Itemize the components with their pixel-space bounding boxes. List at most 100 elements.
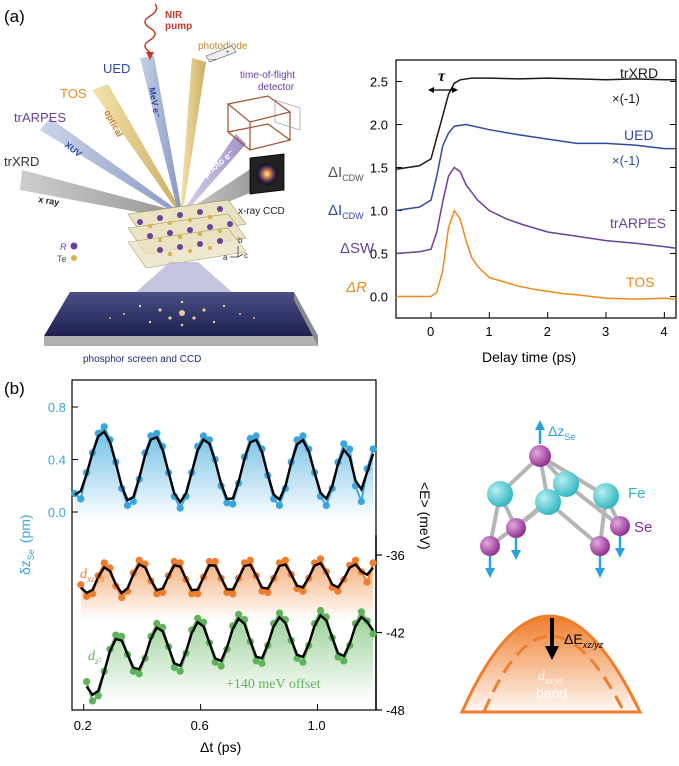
data-point — [229, 500, 237, 508]
fese-structure: ΔzSe Fe Se — [480, 420, 652, 578]
fe-atom — [553, 471, 579, 497]
data-point — [83, 592, 91, 600]
data-point — [264, 588, 272, 597]
data-point — [83, 678, 91, 686]
data-point — [118, 632, 126, 641]
data-point — [153, 429, 161, 437]
photodiode-label: photodiode — [198, 41, 248, 52]
band-d-label: dxz/yz — [538, 669, 563, 686]
series-annotation: ×(-1) — [612, 153, 640, 168]
data-point — [299, 432, 307, 440]
se-atom — [506, 518, 526, 538]
panel-b-label: (b) — [4, 379, 25, 398]
offset-label: +140 meV offset — [226, 677, 321, 692]
te-atom-legend — [71, 255, 77, 261]
chart-b-xlabel: Δt (ps) — [200, 739, 241, 755]
photoe-beam — [182, 134, 246, 214]
series-line-TOS — [396, 208, 677, 300]
pump-label-1: NIR — [165, 10, 183, 21]
fe-atom — [487, 481, 513, 507]
oscillation-chart: 0.2 0.6 1.0 0.0 0.4 0.8 -36 -42 -48 δzSe(pm) <E>… — [17, 379, 433, 755]
se-atom-top — [529, 445, 551, 467]
y-tick-label: 1.5 — [370, 161, 388, 176]
series-label: TOS — [626, 274, 655, 290]
series-fill — [74, 426, 374, 520]
chart-a-frame — [395, 59, 677, 319]
energy-axis-label: <E> (meV) — [417, 482, 433, 550]
data-point — [246, 556, 254, 564]
data-point — [340, 657, 348, 665]
y-tick-label: 2.5 — [370, 75, 388, 90]
te-legend-label: Te — [57, 254, 67, 264]
y-tick-label: -36 — [386, 548, 405, 563]
data-point — [357, 497, 365, 506]
se-atom — [590, 536, 610, 556]
axis-c-label: c — [244, 251, 248, 260]
x-tick-label: 4 — [660, 324, 667, 339]
left-quantity-label: ΔSW — [340, 240, 375, 257]
se-atom — [610, 516, 630, 536]
y-tick-label: -42 — [386, 626, 405, 641]
data-point — [159, 588, 167, 597]
y-tick-label: -48 — [386, 703, 405, 718]
data-point — [346, 445, 354, 453]
y-tick-label: 0.0 — [370, 290, 388, 305]
data-point — [369, 559, 377, 567]
xray-label: x ray — [38, 194, 60, 208]
data-point — [211, 557, 219, 566]
series-label: trARPES — [610, 215, 666, 231]
fe-label: Fe — [628, 485, 646, 502]
data-point — [275, 501, 284, 509]
trxrd-beam — [20, 170, 180, 220]
r-atom-legend — [70, 242, 78, 250]
data-point — [369, 630, 377, 638]
dz2-label: dz² — [88, 649, 102, 666]
y-tick-label: 0.0 — [48, 505, 66, 520]
ued-label: UED — [103, 61, 130, 76]
axis-a-label: a — [223, 253, 228, 262]
data-point — [123, 501, 132, 509]
data-point — [77, 581, 85, 589]
y-tick-label: 0.4 — [48, 453, 66, 468]
data-point — [153, 590, 161, 598]
data-point — [351, 556, 360, 564]
xray-ccd-label: x-ray CCD — [238, 206, 285, 217]
data-point — [369, 445, 377, 453]
series-label: trXRD — [620, 65, 658, 81]
series-line-UED — [395, 123, 676, 212]
x-tick-label: 2 — [544, 324, 551, 339]
data-point — [88, 697, 97, 705]
chart-b-right-ylabel: <E> (meV) — [417, 482, 433, 550]
data-point — [129, 667, 137, 675]
data-point — [316, 606, 325, 615]
dxz-label: dxz/yz — [80, 567, 105, 584]
svg-text:+: + — [226, 50, 230, 56]
data-point — [170, 663, 178, 672]
de-label: ΔExz/yz — [564, 631, 604, 650]
xray-ccd — [249, 153, 285, 195]
pump-wave — [144, 3, 158, 53]
data-point — [199, 432, 208, 440]
se-label: Se — [634, 519, 652, 536]
band-word: band — [536, 685, 567, 701]
data-point — [100, 559, 108, 567]
tof-label-2: detector — [258, 82, 295, 93]
data-point — [118, 594, 126, 602]
x-tick-label: 0.6 — [191, 718, 209, 733]
y-tick-label: 1.0 — [370, 204, 388, 219]
fe-atom — [593, 483, 619, 509]
r-legend-label: R — [60, 242, 67, 252]
data-point — [334, 587, 342, 595]
tau-marker: τ — [428, 68, 458, 93]
data-point — [223, 588, 231, 597]
band-dashed — [482, 634, 626, 713]
series-annotation: ×(-1) — [612, 91, 640, 106]
axis-b-label: b — [238, 236, 243, 245]
time-resolved-chart: 0 1 2 3 4 0.0 0.5 1.0 1.5 2.0 2.5 trXRD ×(-1) UED ×(-1… — [328, 59, 677, 365]
series-fill — [86, 610, 374, 701]
data-point — [194, 590, 202, 598]
y-tick-label: 2.0 — [370, 118, 388, 133]
data-point — [135, 556, 143, 564]
tos-label: TOS — [60, 86, 87, 101]
data-point — [258, 587, 266, 595]
